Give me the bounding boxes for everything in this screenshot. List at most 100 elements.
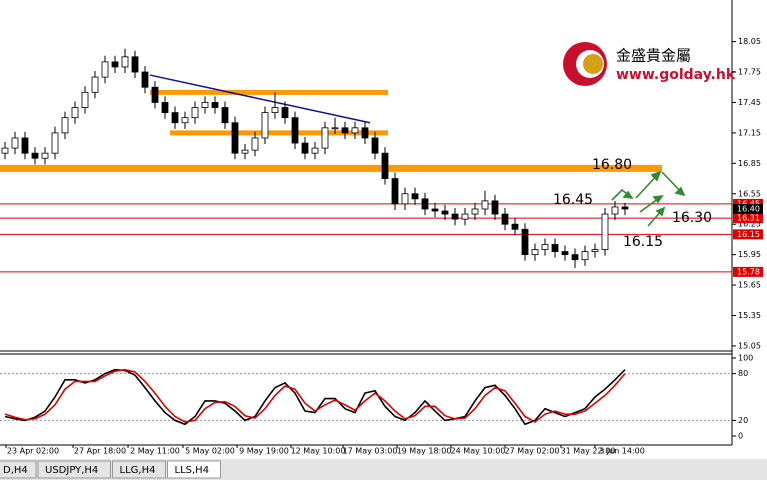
tab-box[interactable]	[0, 460, 37, 479]
candle-body	[221, 107, 229, 124]
candle-body	[461, 213, 469, 220]
candle-body	[411, 193, 419, 200]
level-tag	[733, 198, 763, 209]
tab-label[interactable]: LLS,H4	[175, 465, 210, 476]
candle-body	[121, 56, 129, 68]
arrowhead	[652, 194, 664, 204]
osc-line	[4, 368, 626, 423]
level-tag-label: 16.31	[737, 214, 760, 223]
annotation: 16.15	[623, 234, 663, 250]
candle-body	[541, 244, 549, 250]
candle-body	[431, 208, 439, 212]
level-tag	[733, 229, 763, 240]
tab-box[interactable]	[167, 460, 221, 479]
candle-body	[591, 249, 599, 252]
y-tick-label: 16.55	[738, 189, 761, 198]
tab-box[interactable]	[37, 460, 111, 479]
candle-body	[81, 91, 89, 108]
candle-body	[501, 213, 509, 225]
candle-body	[381, 152, 389, 179]
tab-box[interactable]	[112, 460, 166, 479]
logo: 金盛貴金屬 www.golday.hk	[563, 42, 736, 86]
annotation: 16.80	[592, 157, 632, 173]
candle-body	[281, 107, 289, 119]
y-tick-label: 17.15	[738, 128, 761, 137]
y-tick-label: 15.65	[738, 281, 761, 290]
y-tick-label: 18.05	[738, 37, 761, 46]
candle-body	[321, 127, 329, 149]
tab[interactable]: D,H4	[0, 460, 37, 479]
candle-body	[571, 254, 579, 261]
candle-body	[171, 112, 179, 124]
annotation: 16.30	[672, 210, 712, 226]
osc-tick-label: 100	[738, 354, 753, 363]
candle-body	[201, 102, 209, 108]
tab-label[interactable]: USDJPY,H4	[45, 465, 98, 476]
candle-body	[301, 142, 309, 154]
candle-body	[581, 251, 589, 261]
tab-label[interactable]: D,H4	[3, 465, 28, 476]
x-tick-label: 5 May 02:00	[185, 447, 235, 456]
candle-body	[241, 149, 249, 154]
candle-body	[31, 152, 39, 159]
candle-body	[291, 117, 299, 144]
x-tick-label: 17 May 03:00	[343, 447, 398, 456]
arrows	[611, 170, 686, 227]
candle-body	[511, 223, 519, 230]
annotation: 16.45	[553, 192, 593, 208]
candle-body	[51, 132, 59, 154]
candle-body	[421, 198, 429, 210]
y-tick-label: 17.45	[738, 98, 761, 107]
tab[interactable]: LLS,H4	[167, 460, 221, 479]
candle-body	[261, 112, 269, 139]
logo-mark	[583, 54, 603, 74]
price-tag-label: 16.40	[737, 204, 760, 213]
candle-body	[251, 137, 259, 151]
y-tick-label: 16.25	[738, 220, 761, 229]
candle-body	[341, 127, 349, 134]
level-tag	[733, 266, 763, 277]
tab-label[interactable]: LLG,H4	[120, 465, 156, 476]
arrowhead	[655, 206, 666, 217]
candle-body	[481, 200, 489, 210]
x-tick-label: 31 May 22:00	[561, 447, 616, 456]
candle-body	[371, 137, 379, 154]
candle-body	[181, 117, 189, 124]
level-tag-label: 16.15	[737, 230, 760, 239]
y-tick-label: 15.95	[738, 250, 761, 259]
candle-body	[211, 102, 219, 108]
x-tick-label: 9 May 19:00	[239, 447, 289, 456]
candle-body	[621, 206, 629, 210]
candle-body	[331, 127, 339, 130]
tab[interactable]: LLG,H4	[112, 460, 166, 479]
price-tag	[733, 203, 763, 214]
candle-body	[111, 61, 119, 68]
y-tick-label: 15.35	[738, 311, 761, 320]
x-tick-label: 19 May 18:00	[397, 447, 452, 456]
x-tick-label: 27 May 02:00	[505, 447, 560, 456]
y-tick-label: 16.85	[738, 159, 761, 168]
candle-body	[1, 147, 9, 154]
arrowhead	[650, 170, 662, 182]
candle-body	[151, 86, 159, 103]
candle-body	[451, 213, 459, 220]
candle-body	[561, 251, 569, 256]
candle-body	[41, 152, 49, 159]
candle-body	[441, 210, 449, 215]
candle-body	[141, 71, 149, 88]
y-tick-label: 15.05	[738, 341, 761, 350]
y-tick-label: 17.75	[738, 68, 761, 77]
candle-body	[471, 208, 479, 215]
candle-body	[311, 147, 319, 154]
x-tick-label: 24 May 10:00	[451, 447, 506, 456]
logo-name: 金盛貴金屬	[616, 47, 691, 65]
x-tick-label: 2 May 11:00	[130, 447, 180, 456]
candle-body	[351, 127, 359, 134]
candle-body	[551, 244, 559, 252]
candle-body	[61, 117, 69, 134]
candle-body	[191, 107, 199, 119]
tab[interactable]: USDJPY,H4	[37, 460, 111, 479]
logo-url: www.golday.hk	[616, 67, 736, 83]
candle-body	[131, 56, 139, 73]
